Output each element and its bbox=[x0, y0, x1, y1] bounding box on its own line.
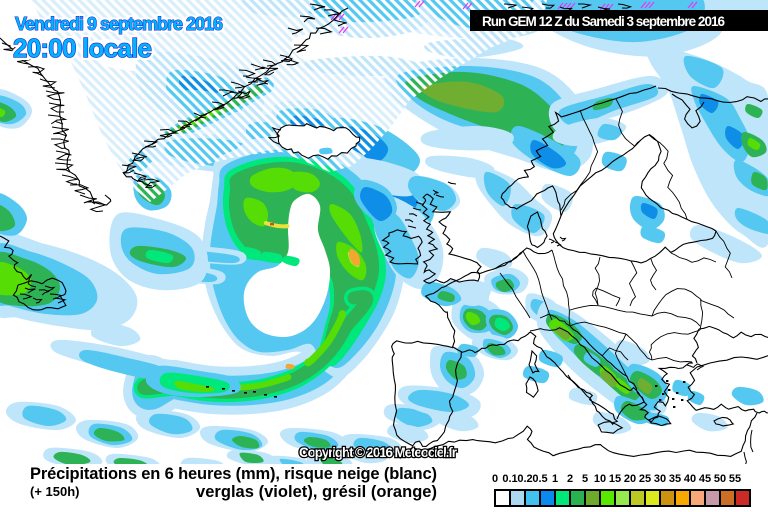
svg-text:0.2: 0.2 bbox=[517, 473, 532, 485]
svg-text:verglas (violet), grésil (oran: verglas (violet), grésil (orange) bbox=[196, 483, 437, 501]
svg-text:15: 15 bbox=[609, 473, 621, 485]
svg-text:2: 2 bbox=[567, 473, 573, 485]
svg-text:40: 40 bbox=[684, 473, 696, 485]
svg-text:45: 45 bbox=[699, 473, 711, 485]
svg-text:0: 0 bbox=[492, 473, 498, 485]
svg-text:50: 50 bbox=[714, 473, 726, 485]
svg-text:10: 10 bbox=[594, 473, 606, 485]
svg-text:Run GEM 12 Z du Samedi 3 septe: Run GEM 12 Z du Samedi 3 septembre 2016 bbox=[482, 14, 725, 29]
svg-text:(+ 150h): (+ 150h) bbox=[30, 484, 80, 499]
svg-text:55: 55 bbox=[729, 473, 741, 485]
svg-text:0.5: 0.5 bbox=[532, 473, 547, 485]
svg-text:20: 20 bbox=[624, 473, 636, 485]
svg-text:0.1: 0.1 bbox=[502, 473, 517, 485]
svg-text:Précipitations en 6 heures (mm: Précipitations en 6 heures (mm), risque … bbox=[30, 465, 437, 483]
svg-text:35: 35 bbox=[669, 473, 681, 485]
svg-text:20:00 locale: 20:00 locale bbox=[13, 33, 152, 63]
svg-text:25: 25 bbox=[639, 473, 651, 485]
svg-text:Copyright © 2016 Meteociel.fr: Copyright © 2016 Meteociel.fr bbox=[299, 445, 458, 460]
svg-text:20:00 locale: 20:00 locale bbox=[13, 33, 152, 63]
svg-text:Vendredi 9 septembre 2016: Vendredi 9 septembre 2016 bbox=[15, 14, 223, 34]
svg-text:5: 5 bbox=[582, 473, 588, 485]
svg-text:30: 30 bbox=[654, 473, 666, 485]
svg-text:Vendredi 9 septembre 2016: Vendredi 9 septembre 2016 bbox=[15, 14, 223, 34]
svg-text:1: 1 bbox=[552, 473, 558, 485]
